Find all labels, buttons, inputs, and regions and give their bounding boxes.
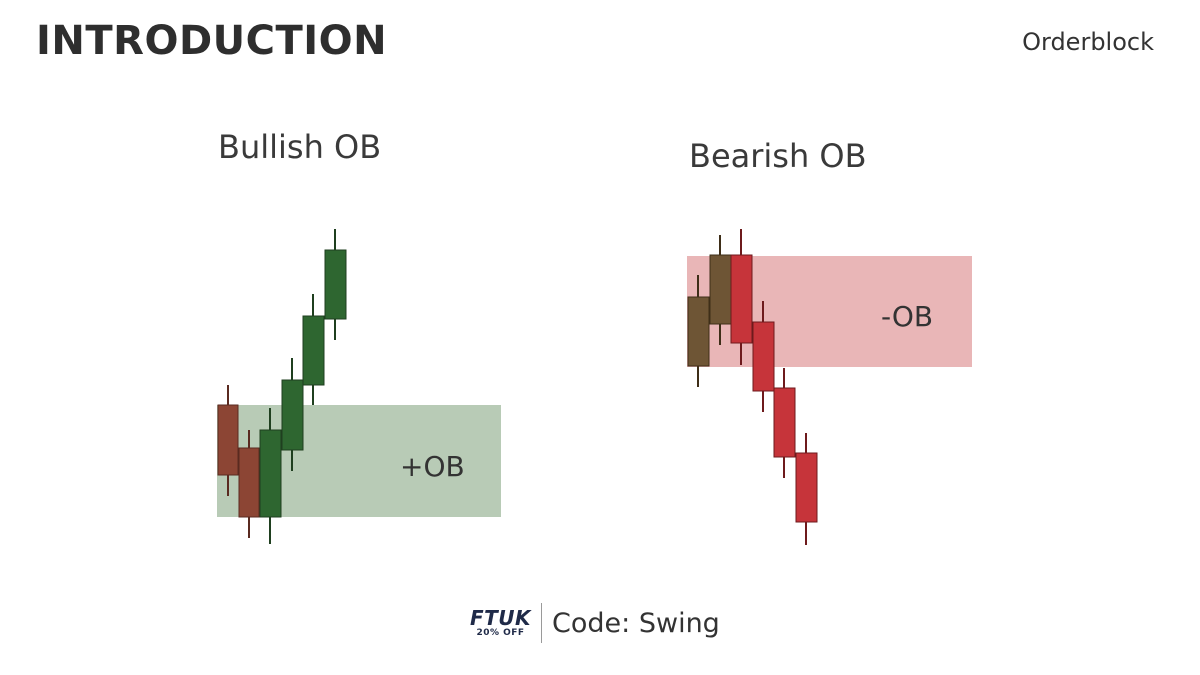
bullish-ob-zone-label: +OB [400, 450, 465, 483]
candle [281, 358, 304, 471]
candle [709, 235, 732, 345]
promo-footer: FTUK 20% OFF Code: Swing [470, 600, 720, 646]
logo-discount: 20% OFF [476, 627, 525, 638]
logo-wordmark: FTUK [470, 605, 532, 630]
candle [238, 430, 260, 538]
candle [302, 294, 325, 405]
ftuk-logo: FTUK 20% OFF [470, 603, 543, 643]
bullish-ob-title: Bullish OB [218, 128, 382, 166]
bearish-ob-panel: -OB [687, 229, 972, 545]
bearish-ob-title: Bearish OB [689, 137, 867, 175]
candle [687, 275, 710, 387]
promo-code: Code: Swing [552, 607, 720, 639]
candle [217, 385, 239, 496]
candle [259, 408, 282, 544]
candle [730, 229, 753, 365]
candle [773, 368, 796, 478]
candle [752, 301, 775, 412]
bullish-ob-panel: +OB [217, 229, 501, 544]
bearish-ob-zone-label: -OB [881, 300, 933, 333]
page-title: INTRODUCTION [36, 18, 388, 64]
candle [324, 229, 347, 340]
topic-label: Orderblock [1022, 28, 1154, 56]
candle [795, 433, 818, 545]
